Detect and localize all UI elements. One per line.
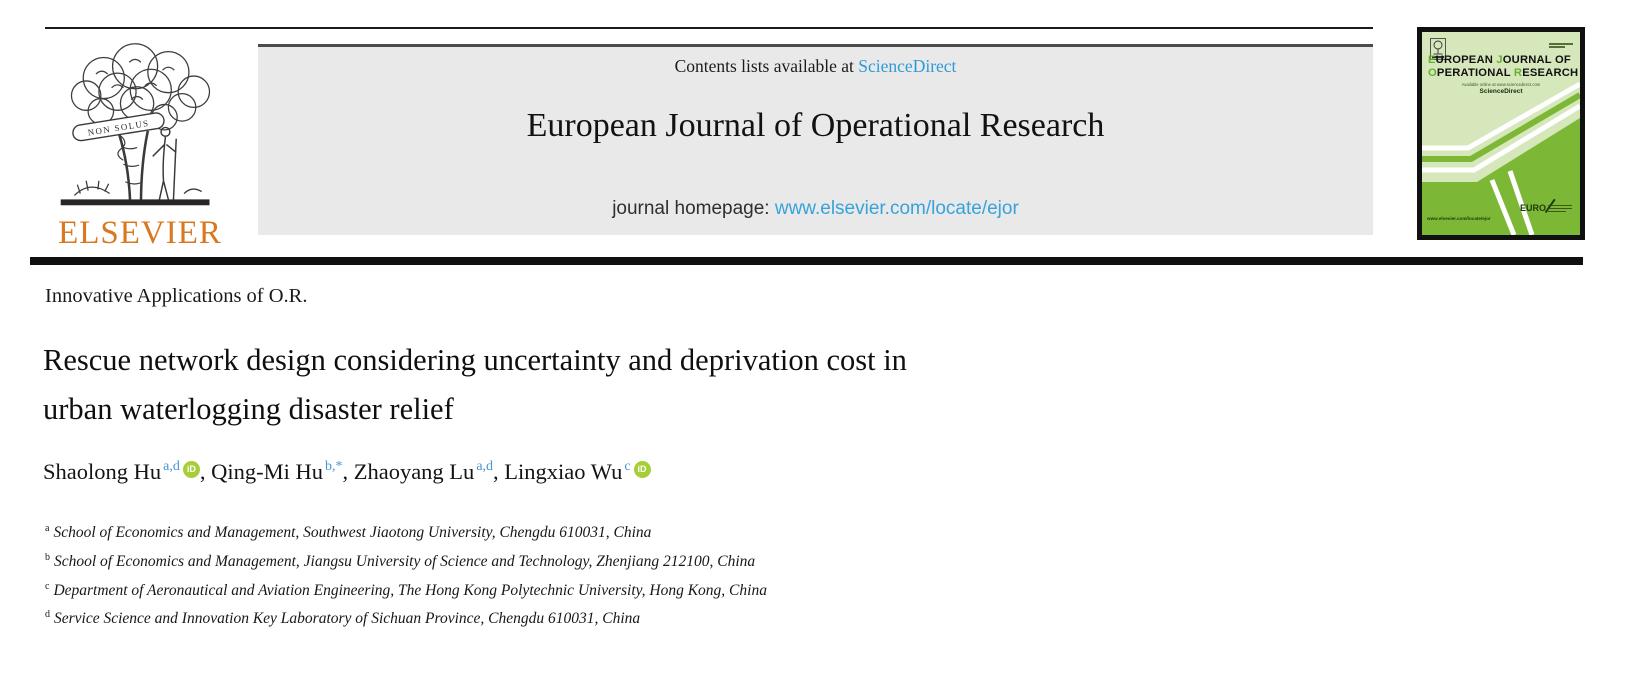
- cover-sciencedirect-label: ScienceDirect: [1479, 88, 1523, 95]
- homepage-line: journal homepage: www.elsevier.com/locat…: [258, 198, 1373, 220]
- cover-available-note: Available online at www.sciencedirect.co…: [1461, 82, 1541, 87]
- cover-title-segment: PERATIONAL: [1436, 67, 1514, 79]
- cover-title-segment: OURNAL: [1502, 54, 1555, 66]
- journal-title: European Journal of Operational Research: [526, 107, 1105, 144]
- article-title: Rescue network design considering uncert…: [43, 343, 907, 426]
- cover-title-segment: E: [1428, 54, 1436, 66]
- affiliation-line: c Department of Aeronautical and Aviation…: [45, 575, 767, 604]
- cover-title-segment: UROPEAN: [1435, 54, 1497, 66]
- affiliation-text: Department of Aeronautical and Aviation …: [53, 581, 767, 599]
- affiliation-list: a School of Economics and Management, Sou…: [45, 517, 767, 632]
- author-name: Shaolong Hu: [43, 459, 162, 484]
- cover-issue-info: [1549, 43, 1573, 50]
- author-separator: ,: [199, 459, 212, 484]
- homepage-link[interactable]: www.elsevier.com/locate/ejor: [774, 198, 1019, 219]
- author-separator: ,: [342, 459, 354, 484]
- affiliation-sup: b: [45, 551, 50, 563]
- contents-line: Contents lists available at ScienceDirec…: [258, 56, 1373, 77]
- affiliation-text: School of Economics and Management, Jian…: [54, 552, 756, 570]
- cover-title-line2: OPERATIONAL RESEARCH: [1428, 67, 1579, 80]
- affiliation-sup: a: [45, 523, 50, 534]
- sciencedirect-link[interactable]: ScienceDirect: [858, 56, 957, 76]
- orcid-icon[interactable]: iD: [182, 461, 200, 478]
- author: Lingxiao Wu c iD: [504, 458, 651, 484]
- author-name: Lingxiao Wu: [504, 459, 623, 484]
- affiliation-line: a School of Economics and Management, Sou…: [45, 517, 767, 546]
- author-list: Shaolong Hu a,d iD, Qing-Mi Hu b,*, Zhaoyan…: [43, 459, 651, 485]
- elsevier-tree-icon: NON SOLUS: [60, 43, 211, 206]
- article-section-label: Innovative Applications of O.R.: [45, 285, 308, 307]
- contents-prefix: Contents lists available at: [674, 56, 859, 76]
- author-separator: ,: [493, 459, 505, 484]
- homepage-prefix: journal homepage:: [612, 198, 775, 219]
- journal-banner: Contents lists available at ScienceDirec…: [258, 44, 1373, 235]
- cover-title-segment: R: [1513, 67, 1523, 79]
- euro-society-logo: EURO: [1520, 203, 1547, 213]
- cover-homepage-url: www.elsevier.com/locate/ejor: [1427, 216, 1491, 221]
- author-name: Qing-Mi Hu: [211, 459, 323, 484]
- affiliation-sup: d: [45, 609, 50, 621]
- cover-elsevier-mark-icon: [1430, 38, 1446, 65]
- author-affiliation-sup: b,*: [324, 458, 343, 474]
- author-affiliation-sup: c: [624, 458, 631, 474]
- euro-society-subtext: [1548, 205, 1572, 214]
- affiliation-text: Service Science and Innovation Key Labor…: [54, 610, 641, 628]
- elsevier-logo: NON SOLUS ELSEVIER: [45, 36, 235, 254]
- cover-title-segment: OF: [1554, 54, 1571, 66]
- affiliation-sup: c: [45, 580, 50, 592]
- cover-title-segment: J: [1496, 54, 1503, 66]
- journal-cover-thumbnail[interactable]: EUROPEAN JOURNAL OF OPERATIONAL RESEARCH…: [1417, 27, 1585, 240]
- author: Zhaoyang Lu a,d: [353, 458, 494, 485]
- author-name: Zhaoyang Lu: [353, 459, 475, 484]
- cover-title-segment: ESEARCH: [1522, 67, 1579, 79]
- author-affiliation-sup: a,d: [476, 458, 494, 474]
- top-divider: [45, 27, 1373, 29]
- author: Qing-Mi Hu b,*: [211, 458, 343, 485]
- cover-title-segment: O: [1428, 67, 1437, 79]
- author: Shaolong Hu a,d iD: [43, 459, 200, 484]
- header-divider: [30, 257, 1583, 265]
- cover-title-line1: EUROPEAN JOURNAL OF: [1428, 54, 1576, 67]
- orcid-icon[interactable]: iD: [633, 461, 651, 478]
- affiliation-line: b School of Economics and Management, Jia…: [45, 546, 767, 575]
- elsevier-wordmark: ELSEVIER: [58, 215, 222, 251]
- affiliation-line: d Service Science and Innovation Key Labo…: [45, 603, 767, 632]
- gardener-figure: [152, 126, 177, 204]
- affiliation-text: School of Economics and Management, Sout…: [53, 524, 652, 542]
- author-affiliation-sup: a,d: [163, 458, 180, 474]
